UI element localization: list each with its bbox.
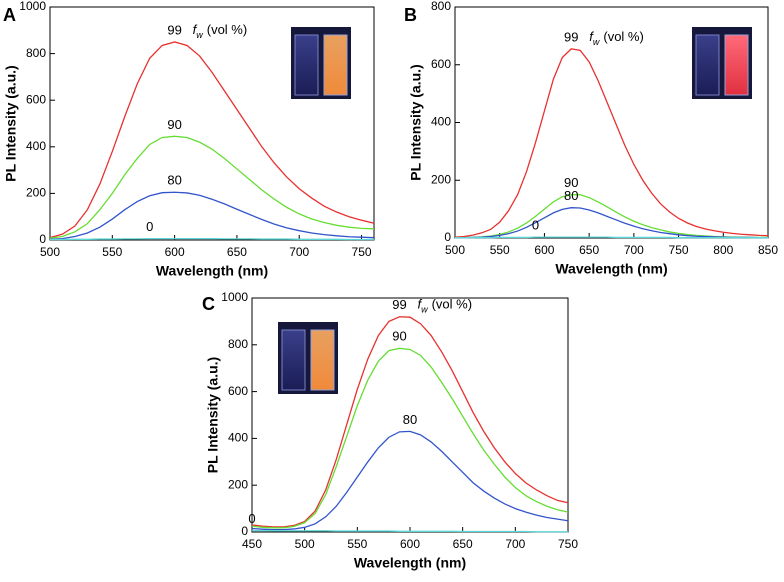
y-axis-title: PL Intensity (a.u.) [408, 64, 424, 180]
y-tick-label: 400 [26, 139, 46, 153]
x-tick-label: 650 [227, 245, 247, 259]
series-label: 80 [167, 173, 181, 188]
series-label: 99 [564, 29, 578, 44]
series-label: 0 [532, 218, 539, 233]
series-label: 90 [392, 329, 406, 344]
x-tick-label: 600 [400, 537, 420, 551]
annotation-f: f [417, 297, 422, 312]
x-axis-title: Wavelength (nm) [354, 555, 466, 571]
x-axis-title: Wavelength (nm) [555, 261, 667, 277]
series-label: 0 [146, 219, 153, 234]
series-line [49, 191, 375, 240]
series-label: 99 [167, 22, 181, 37]
x-tick-label: 750 [558, 537, 578, 551]
x-tick-label: 750 [669, 243, 689, 257]
series-line [49, 41, 375, 239]
series-line [455, 207, 768, 239]
y-tick-label: 800 [431, 0, 451, 13]
x-tick-label: 600 [534, 243, 554, 257]
series-line [454, 48, 769, 238]
y-tick-label: 600 [26, 92, 46, 106]
x-tick-label: 700 [505, 537, 525, 551]
x-tick-label: 550 [102, 245, 122, 259]
x-tick-label: 650 [453, 537, 473, 551]
y-tick-label: 800 [228, 337, 248, 351]
series-line [252, 529, 568, 533]
annotation-unit: (vol %) [432, 297, 472, 312]
series-line [251, 347, 569, 529]
panel-label: B [404, 5, 417, 25]
panel-label: A [3, 5, 16, 25]
plot-frame [251, 297, 569, 533]
x-tick-label: 700 [289, 245, 309, 259]
y-tick-label: 0 [241, 524, 248, 538]
plot-frame [49, 6, 375, 241]
annotation-f: f [193, 22, 198, 37]
x-tick-label: 750 [352, 245, 372, 259]
y-tick-label: 600 [431, 57, 451, 71]
vial [281, 329, 306, 391]
annotation-sub: w [421, 305, 428, 315]
x-tick-label: 650 [579, 243, 599, 257]
annotation-sub: w [196, 30, 203, 40]
x-tick-label: 850 [758, 243, 778, 257]
panel-label: C [202, 294, 215, 314]
series-label: 90 [167, 117, 181, 132]
y-tick-label: 1000 [19, 0, 46, 13]
y-tick-label: 400 [228, 431, 248, 445]
y-tick-label: 0 [444, 230, 451, 244]
x-tick-label: 550 [490, 243, 510, 257]
vial [294, 34, 319, 96]
x-tick-label: 500 [40, 245, 60, 259]
series-label: 99 [392, 297, 406, 312]
x-tick-label: 600 [165, 245, 185, 259]
annotation: fw (vol %) [193, 22, 248, 40]
x-tick-label: 800 [713, 243, 733, 257]
y-tick-label: 200 [431, 172, 451, 186]
vial [310, 329, 335, 391]
plot-frame [454, 6, 769, 239]
series-label: 0 [248, 511, 255, 526]
annotation: fw (vol %) [417, 297, 472, 315]
annotation-unit: (vol %) [603, 29, 643, 44]
vial [323, 34, 348, 96]
series-line [251, 316, 569, 528]
x-tick-label: 450 [242, 537, 262, 551]
y-tick-label: 0 [39, 232, 46, 246]
y-axis-title: PL Intensity (a.u.) [3, 65, 19, 181]
annotation-unit: (vol %) [207, 22, 247, 37]
x-tick-label: 550 [347, 537, 367, 551]
x-tick-label: 500 [295, 537, 315, 551]
y-tick-label: 800 [26, 46, 46, 60]
y-tick-label: 200 [26, 186, 46, 200]
vial [695, 34, 720, 96]
y-tick-label: 200 [228, 477, 248, 491]
y-tick-label: 400 [431, 115, 451, 129]
annotation-f: f [589, 29, 594, 44]
x-tick-label: 500 [445, 243, 465, 257]
series-line [49, 135, 375, 239]
y-axis-title: PL Intensity (a.u.) [205, 357, 221, 473]
annotation: fw (vol %) [589, 29, 644, 47]
vial [724, 34, 749, 96]
y-tick-label: 600 [228, 384, 248, 398]
series-label: 90 [564, 175, 578, 190]
series-label: 80 [403, 412, 417, 427]
series-label: 80 [564, 188, 578, 203]
annotation-sub: w [593, 37, 600, 47]
series-line [251, 430, 569, 531]
y-tick-label: 1000 [221, 290, 248, 304]
x-axis-title: Wavelength (nm) [156, 263, 268, 279]
x-tick-label: 700 [624, 243, 644, 257]
series-line [455, 236, 768, 239]
series-line [50, 237, 374, 241]
